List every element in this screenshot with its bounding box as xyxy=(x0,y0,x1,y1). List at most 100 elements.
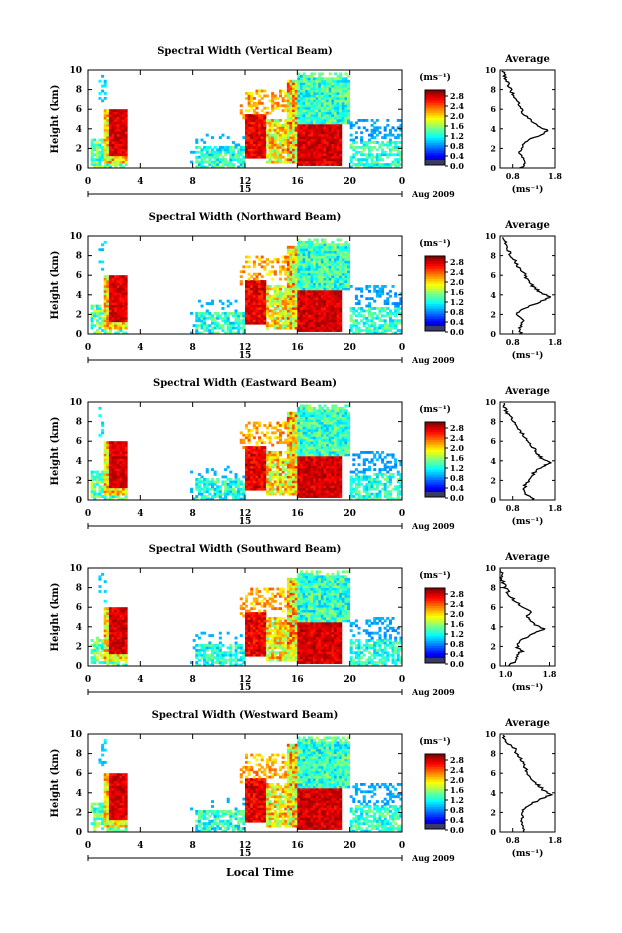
heatmap-cell xyxy=(321,324,324,327)
heatmap-cell xyxy=(93,483,96,486)
heatmap-cell xyxy=(122,283,125,286)
heatmap-cell xyxy=(297,268,300,271)
heatmap-cell xyxy=(276,463,279,466)
heatmap-cell xyxy=(125,278,128,281)
heatmap-cell xyxy=(394,307,397,310)
heatmap-cell xyxy=(122,124,125,127)
heatmap-cell xyxy=(308,441,311,444)
heatmap-cell xyxy=(329,322,332,325)
heatmap-cell xyxy=(326,97,329,100)
heatmap-cell xyxy=(313,412,316,415)
heatmap-cell xyxy=(279,468,282,471)
heatmap-cell xyxy=(331,80,334,83)
heatmap-cell xyxy=(289,109,292,112)
heatmap-cell xyxy=(297,305,300,308)
heatmap-cell xyxy=(98,305,101,308)
y-tick-label: 10 xyxy=(69,66,82,76)
heatmap-cell xyxy=(308,444,311,447)
heatmap-cell xyxy=(276,139,279,142)
heatmap-cell xyxy=(114,112,117,115)
heatmap-cell xyxy=(392,285,395,288)
heatmap-cell xyxy=(310,275,313,278)
heatmap-cell xyxy=(282,483,285,486)
heatmap-cell xyxy=(305,134,308,137)
heatmap-cell xyxy=(261,124,264,127)
heatmap-cell xyxy=(269,270,272,273)
heatmap-cell xyxy=(295,461,298,464)
heatmap-cell xyxy=(195,161,198,164)
colorbar-segment xyxy=(425,264,445,267)
heatmap-cell xyxy=(321,297,324,300)
colorbar-segment xyxy=(425,324,445,327)
heatmap-cell xyxy=(248,476,251,479)
heatmap-cell xyxy=(117,453,120,456)
heatmap-cell xyxy=(365,285,368,288)
heatmap-cell xyxy=(287,441,290,444)
heatmap-cell xyxy=(310,119,313,122)
heatmap-cell xyxy=(282,134,285,137)
heatmap-cell xyxy=(104,85,107,88)
heatmap-cell xyxy=(378,327,381,330)
heatmap-cell xyxy=(313,463,316,466)
heatmap-cell xyxy=(279,451,282,454)
heatmap-cell xyxy=(313,444,316,447)
heatmap-cell xyxy=(274,153,277,156)
heatmap-cell xyxy=(104,476,107,479)
heatmap-cell xyxy=(229,493,232,496)
heatmap-cell xyxy=(250,466,253,469)
heatmap-cell xyxy=(198,485,201,488)
colorbar-tick-label: 2.8 xyxy=(450,257,464,267)
heatmap-cell xyxy=(297,300,300,303)
heatmap-cell xyxy=(117,314,120,317)
heatmap-cell xyxy=(240,146,243,149)
heatmap-cell xyxy=(91,139,94,142)
heatmap-cell xyxy=(271,104,274,107)
heatmap-cell xyxy=(229,322,232,325)
heatmap-cell xyxy=(392,319,395,322)
y-tick-label: 0 xyxy=(76,164,82,174)
heatmap-cell xyxy=(316,90,319,93)
heatmap-cell xyxy=(258,131,261,134)
heatmap-cell xyxy=(321,124,324,127)
heatmap-cell xyxy=(117,329,120,332)
heatmap-cell xyxy=(245,136,248,139)
heatmap-cell xyxy=(224,468,227,471)
heatmap-cell xyxy=(352,146,355,149)
heatmap-cells xyxy=(91,404,403,500)
heatmap-cell xyxy=(303,87,306,90)
heatmap-cell xyxy=(386,324,389,327)
heatmap-cell xyxy=(305,104,308,107)
heatmap-cell xyxy=(292,268,295,271)
heatmap-cell xyxy=(292,312,295,315)
heatmap-cell xyxy=(329,290,332,293)
heatmap-cell xyxy=(326,297,329,300)
heatmap-cell xyxy=(305,144,308,147)
day-label: 15 xyxy=(239,185,252,195)
heatmap-cell xyxy=(331,261,334,264)
heatmap-cell xyxy=(310,283,313,286)
heatmap-cell xyxy=(386,297,389,300)
heatmap-cell xyxy=(371,129,374,132)
heatmap-cell xyxy=(227,329,230,332)
heatmap-cell xyxy=(313,441,316,444)
heatmap-cell xyxy=(287,453,290,456)
heatmap-cell xyxy=(297,97,300,100)
heatmap-cell xyxy=(261,319,264,322)
heatmap-cell xyxy=(342,82,345,85)
panel-title: Spectral Width (Northward Beam) xyxy=(149,212,342,223)
heatmap-cell xyxy=(381,310,384,313)
heatmap-cell xyxy=(235,493,238,496)
heatmap-cell xyxy=(303,275,306,278)
heatmap-cell xyxy=(232,156,235,159)
heatmap-cell xyxy=(310,134,313,137)
heatmap-cell xyxy=(274,307,277,310)
heatmap-cell xyxy=(326,314,329,317)
heatmap-cell xyxy=(211,483,214,486)
heatmap-cell xyxy=(347,104,350,107)
heatmap-cell xyxy=(308,453,311,456)
heatmap-cell xyxy=(368,141,371,144)
heatmap-cell xyxy=(342,107,345,110)
heatmap-cell xyxy=(287,251,290,254)
heatmap-cell xyxy=(269,439,272,442)
heatmap-cell xyxy=(287,427,290,430)
